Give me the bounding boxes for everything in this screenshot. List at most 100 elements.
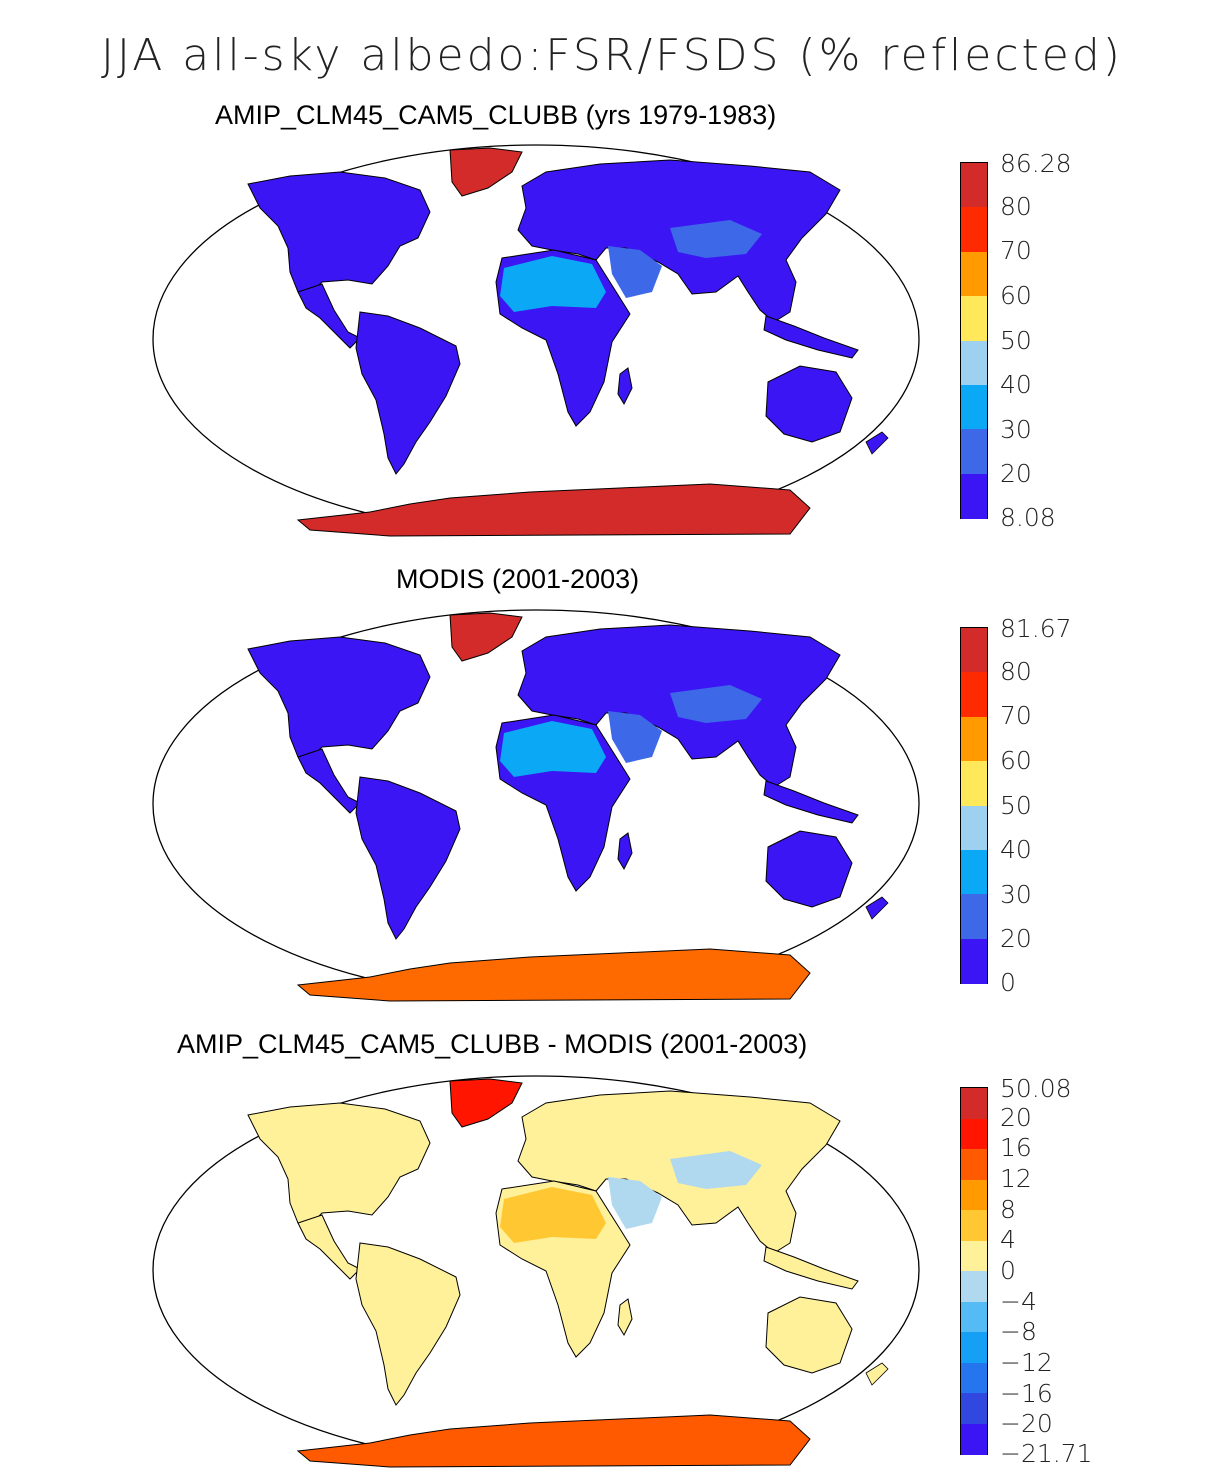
- panel-3-colorbar: [960, 1087, 988, 1455]
- desert-region: [670, 1151, 762, 1189]
- land-region: [765, 830, 853, 908]
- colorbar-segment: [961, 429, 987, 475]
- colorbar-tick-label: 60: [1000, 280, 1032, 310]
- colorbar-tick-label: 8.08: [1000, 503, 1056, 532]
- desert-region: [670, 220, 762, 258]
- colorbar-tick-label: −21.71: [1000, 1439, 1093, 1468]
- desert-region: [670, 685, 762, 723]
- antarctica-region: [296, 483, 811, 537]
- colorbar-tick-label: 70: [1000, 236, 1032, 266]
- colorbar-tick-label: −16: [1000, 1378, 1053, 1408]
- panel-1-colorbar: [960, 162, 988, 519]
- colorbar-tick-label: −8: [1000, 1317, 1037, 1347]
- colorbar-segment: [961, 938, 987, 984]
- greenland-region: [449, 612, 523, 662]
- colorbar-segment: [961, 1179, 987, 1211]
- colorbar-tick-label: 80: [1000, 656, 1032, 686]
- colorbar-tick-label: 20: [1000, 459, 1032, 489]
- world-map-1: [152, 144, 920, 537]
- colorbar-segment: [961, 761, 987, 807]
- land-region: [247, 1102, 431, 1226]
- colorbar-segment: [961, 473, 987, 519]
- colorbar-segment: [961, 296, 987, 342]
- colorbar-tick-label: 50.08: [1000, 1074, 1072, 1103]
- colorbar-tick-label: 30: [1000, 879, 1032, 909]
- colorbar-tick-label: 16: [1000, 1133, 1032, 1163]
- colorbar-segment: [961, 340, 987, 386]
- land-region: [247, 636, 431, 760]
- desert-region: [608, 246, 662, 298]
- colorbar-tick-label: 81.67: [1000, 614, 1072, 643]
- colorbar-segment: [961, 1332, 987, 1364]
- world-map-3: [152, 1075, 920, 1468]
- land-region: [355, 1242, 461, 1406]
- land-region: [865, 1362, 889, 1386]
- land-region: [763, 315, 859, 359]
- land-region: [763, 1246, 859, 1290]
- land-region: [617, 832, 633, 871]
- panel-2-colorbar: [960, 627, 988, 984]
- land-region: [247, 171, 431, 295]
- colorbar-tick-label: 70: [1000, 701, 1032, 731]
- land-region: [865, 431, 889, 455]
- land-region: [355, 311, 461, 475]
- colorbar-segment: [961, 1393, 987, 1425]
- colorbar-segment: [961, 1362, 987, 1394]
- colorbar-segment: [961, 1088, 987, 1120]
- colorbar-segment: [961, 384, 987, 430]
- desert-region: [608, 1177, 662, 1229]
- land-region: [765, 1296, 853, 1374]
- panel-3-title: AMIP_CLM45_CAM5_CLUBB - MODIS (2001-2003…: [177, 1029, 808, 1059]
- panel-2-title: MODIS (2001-2003): [396, 564, 640, 594]
- colorbar-tick-label: 50: [1000, 325, 1032, 355]
- colorbar-tick-label: −12: [1000, 1348, 1053, 1377]
- colorbar-segment: [961, 1271, 987, 1303]
- colorbar-tick-label: 86.28: [1000, 149, 1072, 178]
- panel-3-map: [152, 1075, 920, 1468]
- colorbar-tick-label: −20: [1000, 1409, 1053, 1439]
- colorbar-segment: [961, 1301, 987, 1333]
- colorbar-segment: [961, 251, 987, 297]
- colorbar-tick-label: 12: [1000, 1164, 1032, 1193]
- colorbar-tick-label: 40: [1000, 370, 1032, 400]
- panel-1-map: [152, 144, 920, 537]
- sahara-region: [500, 256, 606, 312]
- colorbar-tick-label: −4: [1000, 1286, 1037, 1316]
- colorbar-tick-label: 0: [1000, 968, 1016, 997]
- sahara-region: [500, 721, 606, 777]
- colorbar-segment: [961, 716, 987, 762]
- land-region: [765, 365, 853, 443]
- land-region: [865, 896, 889, 920]
- colorbar-segment: [961, 805, 987, 851]
- colorbar-segment: [961, 163, 987, 209]
- colorbar-segment: [961, 849, 987, 895]
- colorbar-tick-label: 60: [1000, 745, 1032, 775]
- main-title: JJA all-sky albedo:FSR/FSDS (% reflected…: [101, 30, 1123, 81]
- land-region: [297, 1214, 361, 1280]
- colorbar-tick-label: 0: [1000, 1256, 1016, 1285]
- colorbar-segment: [961, 1149, 987, 1181]
- panel-1-title: AMIP_CLM45_CAM5_CLUBB (yrs 1979-1983): [215, 100, 777, 130]
- colorbar-tick-label: 8: [1000, 1194, 1016, 1224]
- land-region: [297, 748, 361, 814]
- colorbar-segment: [961, 672, 987, 718]
- antarctica-region: [296, 948, 811, 1002]
- colorbar-segment: [961, 1240, 987, 1272]
- colorbar-tick-label: 80: [1000, 191, 1032, 221]
- colorbar-tick-label: 20: [1000, 1102, 1032, 1132]
- greenland-region: [449, 1078, 523, 1128]
- land-region: [617, 367, 633, 406]
- colorbar-tick-label: 4: [1000, 1225, 1016, 1255]
- colorbar-segment: [961, 1118, 987, 1150]
- colorbar-tick-label: 40: [1000, 835, 1032, 865]
- colorbar-tick-label: 20: [1000, 924, 1032, 954]
- colorbar-segment: [961, 628, 987, 674]
- colorbar-segment: [961, 1423, 987, 1455]
- colorbar-segment: [961, 894, 987, 940]
- land-region: [297, 283, 361, 349]
- desert-region: [608, 711, 662, 763]
- colorbar-tick-label: 50: [1000, 790, 1032, 820]
- colorbar-segment: [961, 207, 987, 253]
- colorbar-segment: [961, 1210, 987, 1242]
- land-region: [763, 780, 859, 824]
